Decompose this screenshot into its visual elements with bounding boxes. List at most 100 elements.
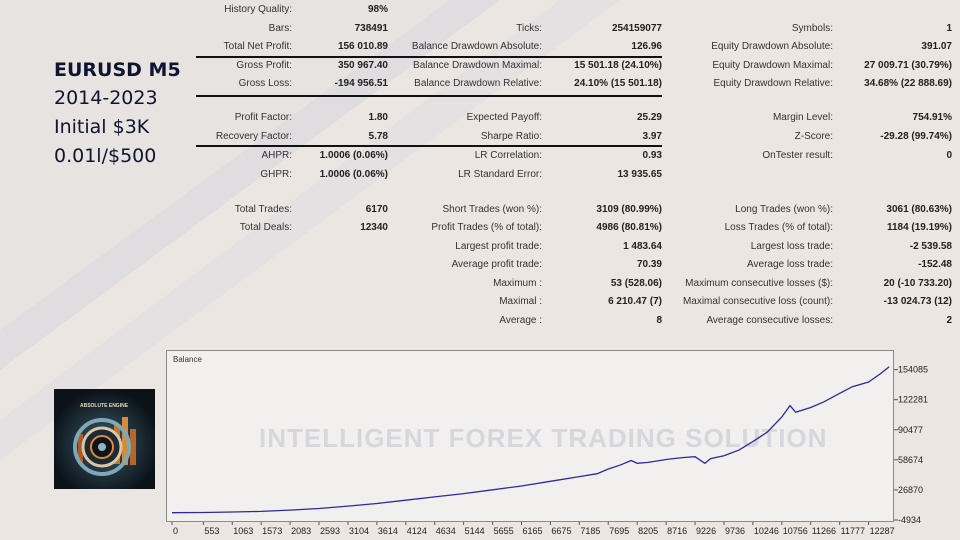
ticks-label: Ticks: bbox=[516, 23, 542, 34]
backtest-report: History Quality: 98% Bars: 738491 Ticks:… bbox=[196, 4, 952, 326]
ghpr-value: 1.0006 (0.06%) bbox=[319, 169, 388, 180]
expected-payoff-value: 25.29 bbox=[636, 112, 662, 123]
chart-title: Balance bbox=[173, 355, 202, 364]
largest-loss-label: Largest loss trade: bbox=[750, 241, 833, 252]
ahpr-value: 1.0006 (0.06%) bbox=[319, 150, 388, 161]
balance-series-line bbox=[171, 366, 890, 514]
margin-level-value: 754.91% bbox=[912, 112, 952, 123]
largest-profit-label: Largest profit trade: bbox=[455, 241, 542, 252]
bars-value: 738491 bbox=[354, 23, 388, 34]
margin-level-label: Margin Level: bbox=[772, 112, 833, 123]
balance-dd-max-label: Balance Drawdown Maximal: bbox=[413, 60, 542, 71]
y-tick-label: 154085 bbox=[898, 365, 928, 375]
maximum-label: Maximum : bbox=[493, 278, 542, 289]
lr-std-error-label: LR Standard Error: bbox=[458, 169, 542, 180]
balance-dd-rel-value: 24.10% (15 501.18) bbox=[574, 78, 662, 89]
loss-trades-value: 1184 (19.19%) bbox=[886, 222, 952, 233]
total-trades-label: Total Trades: bbox=[234, 204, 292, 215]
x-tick-label: 9226 bbox=[696, 526, 716, 536]
equity-dd-rel-value: 34.68% (22 888.69) bbox=[864, 78, 952, 89]
logo-text: ABSOLUTE ENGINE bbox=[80, 403, 129, 409]
balance-dd-abs-value: 126.96 bbox=[631, 41, 662, 52]
lot-text: 0.01l/$500 bbox=[54, 145, 157, 167]
gross-profit-label: Gross Profit: bbox=[236, 60, 292, 71]
x-tick-label: 11777 bbox=[841, 526, 865, 536]
x-tick-label: 5655 bbox=[494, 526, 514, 536]
average-value: 8 bbox=[656, 315, 662, 326]
ticks-value: 254159077 bbox=[611, 23, 662, 34]
deposit-text: Initial $3K bbox=[54, 116, 150, 138]
history-quality-label: History Quality: bbox=[224, 4, 292, 15]
total-deals-value: 12340 bbox=[360, 222, 388, 233]
maximal-value: 6 210.47 (7) bbox=[608, 296, 662, 307]
balance-dd-abs-label: Balance Drawdown Absolute: bbox=[411, 41, 542, 52]
gross-loss-value: -194 956.51 bbox=[334, 78, 388, 89]
symbols-value: 1 bbox=[946, 23, 952, 34]
total-net-profit-label: Total Net Profit: bbox=[223, 41, 292, 52]
x-tick-label: 8716 bbox=[667, 526, 687, 536]
avg-profit-label: Average profit trade: bbox=[451, 259, 542, 270]
x-tick-label: 6165 bbox=[523, 526, 543, 536]
y-tick-label: 58674 bbox=[898, 455, 923, 465]
maximum-value: 53 (528.06) bbox=[610, 278, 662, 289]
recovery-factor-value: 5.78 bbox=[368, 131, 388, 142]
absolute-engine-logo: ABSOLUTE ENGINE bbox=[54, 389, 155, 489]
z-score-value: -29.28 (99.74%) bbox=[880, 131, 952, 142]
equity-dd-rel-label: Equity Drawdown Relative: bbox=[713, 78, 834, 89]
avg-consec-losses-value: 2 bbox=[946, 315, 952, 326]
total-deals-label: Total Deals: bbox=[239, 222, 292, 233]
x-tick-label: 7185 bbox=[580, 526, 600, 536]
x-tick-label: 9736 bbox=[725, 526, 745, 536]
equity-dd-max-value: 27 009.71 (30.79%) bbox=[864, 60, 952, 71]
period-text: 2014-2023 bbox=[54, 87, 158, 109]
long-trades-value: 3061 (80.63%) bbox=[886, 204, 952, 215]
sharpe-ratio-value: 3.97 bbox=[642, 131, 662, 142]
chart-frame: Balance INTELLIGENT FOREX TRADING SOLUTI… bbox=[166, 350, 894, 522]
lr-correlation-value: 0.93 bbox=[642, 150, 662, 161]
x-tick-label: 4124 bbox=[407, 526, 427, 536]
expected-payoff-label: Expected Payoff: bbox=[466, 112, 542, 123]
x-tick-label: 12287 bbox=[870, 526, 895, 536]
loss-trades-label: Loss Trades (% of total): bbox=[724, 222, 833, 233]
separator-1 bbox=[196, 56, 662, 58]
profit-trades-label: Profit Trades (% of total): bbox=[431, 222, 542, 233]
y-tick-label: 26870 bbox=[898, 485, 923, 495]
x-tick-label: 8205 bbox=[638, 526, 658, 536]
balance-dd-rel-label: Balance Drawdown Relative: bbox=[414, 78, 542, 89]
short-trades-label: Short Trades (won %): bbox=[442, 204, 542, 215]
x-tick-label: 2083 bbox=[291, 526, 311, 536]
maximal-label: Maximal : bbox=[499, 296, 542, 307]
ahpr-label: AHPR: bbox=[261, 150, 292, 161]
balance-chart: Balance INTELLIGENT FOREX TRADING SOLUTI… bbox=[166, 350, 960, 540]
max-consec-losses-label: Maximum consecutive losses ($): bbox=[685, 278, 833, 289]
x-tick-label: 1573 bbox=[262, 526, 282, 536]
x-tick-label: 4634 bbox=[436, 526, 456, 536]
watermark-text: INTELLIGENT FOREX TRADING SOLUTION bbox=[259, 423, 828, 453]
x-tick-label: 0 bbox=[173, 526, 178, 536]
bars-label: Bars: bbox=[268, 23, 292, 34]
recovery-factor-label: Recovery Factor: bbox=[215, 131, 292, 142]
pair-title: EURUSD M5 bbox=[54, 59, 181, 81]
lr-std-error-value: 13 935.65 bbox=[617, 169, 663, 180]
x-tick-label: 2593 bbox=[320, 526, 340, 536]
avg-loss-value: -152.48 bbox=[918, 259, 952, 270]
largest-profit-value: 1 483.64 bbox=[623, 241, 662, 252]
symbols-label: Symbols: bbox=[791, 23, 833, 34]
sharpe-ratio-label: Sharpe Ratio: bbox=[480, 131, 542, 142]
x-tick-label: 10246 bbox=[754, 526, 779, 536]
short-trades-value: 3109 (80.99%) bbox=[596, 204, 662, 215]
strategy-summary: EURUSD M5 2014-2023 Initial $3K 0.01l/$5… bbox=[54, 56, 181, 171]
equity-dd-abs-value: 391.07 bbox=[921, 41, 952, 52]
ontester-label: OnTester result: bbox=[762, 150, 833, 161]
y-tick-label: 122281 bbox=[898, 395, 928, 405]
average-label: Average : bbox=[499, 315, 542, 326]
x-tick-label: 3614 bbox=[378, 526, 398, 536]
profit-factor-label: Profit Factor: bbox=[234, 112, 292, 123]
lr-correlation-label: LR Correlation: bbox=[474, 150, 542, 161]
x-tick-label: 10756 bbox=[783, 526, 808, 536]
x-tick-label: 553 bbox=[204, 526, 219, 536]
avg-loss-label: Average loss trade: bbox=[747, 259, 833, 270]
maximal-consec-loss-value: -13 024.73 (12) bbox=[883, 296, 952, 307]
x-tick-label: 6675 bbox=[551, 526, 571, 536]
z-score-label: Z-Score: bbox=[794, 131, 833, 142]
